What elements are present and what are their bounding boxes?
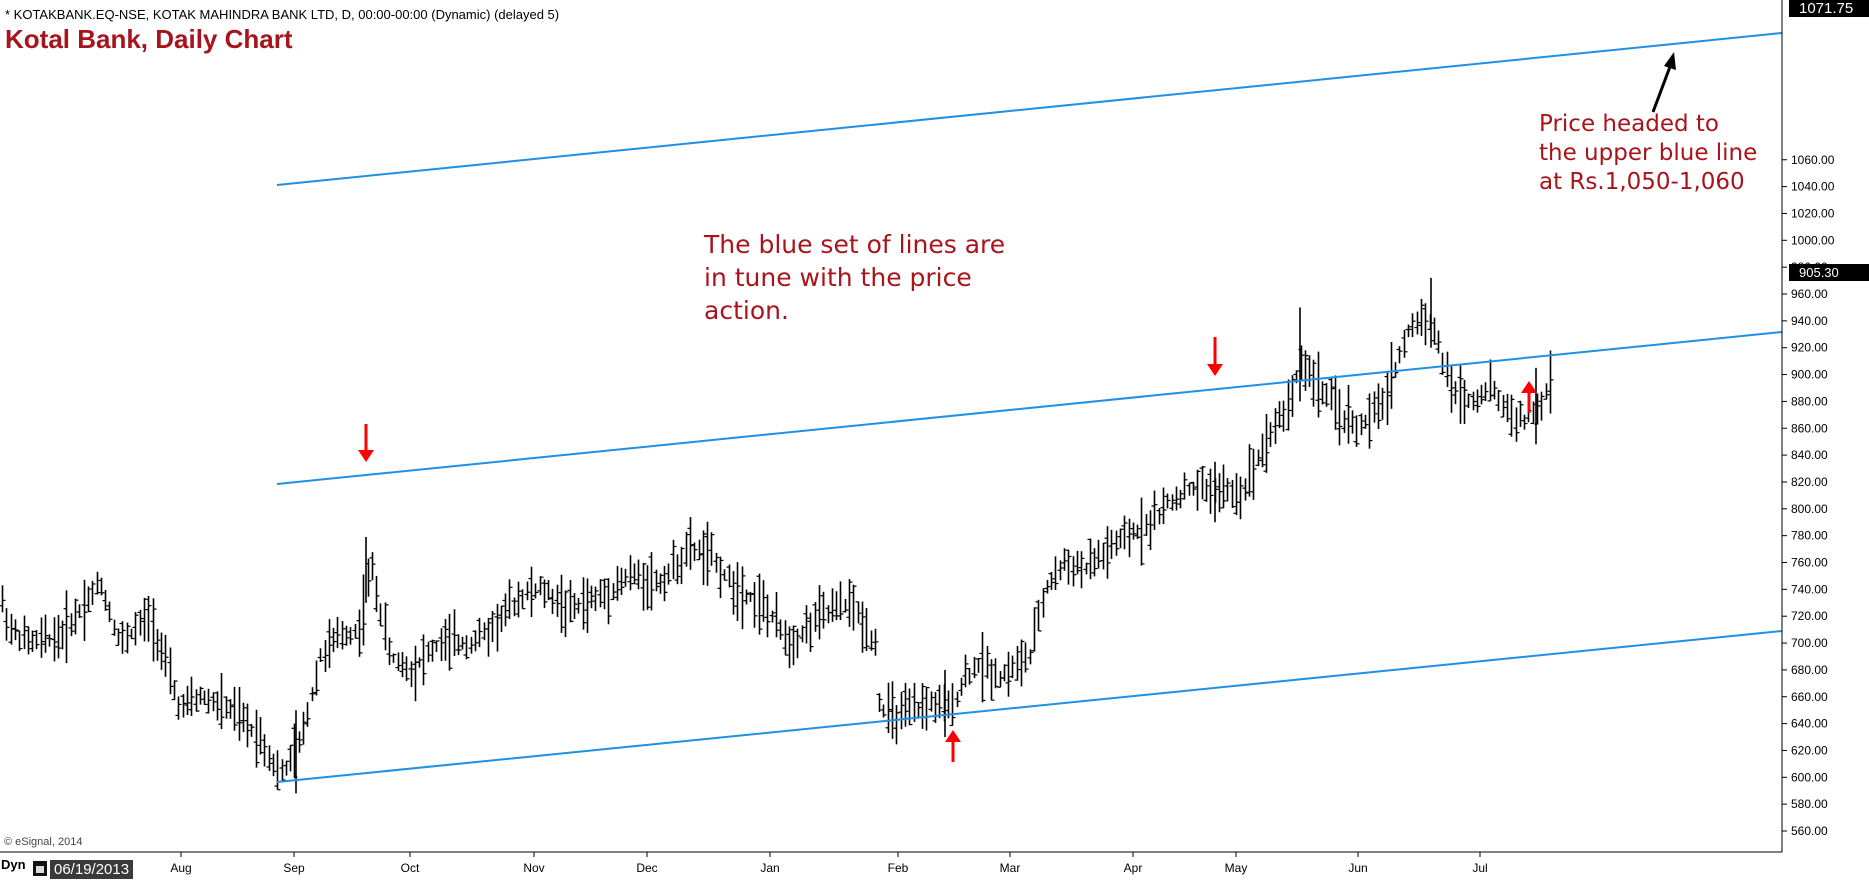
dynamic-mode-label[interactable]: Dyn [1, 857, 26, 872]
last-price-tag: 905.30 [1789, 264, 1869, 281]
price-bars [0, 277, 1554, 794]
y-tick-label: 760.00 [1791, 556, 1828, 570]
y-tick-label: 900.00 [1791, 368, 1828, 382]
black-up-arrow-shaft [1651, 63, 1673, 113]
y-tick-label: 700.00 [1791, 636, 1828, 650]
x-tick-label: Sep [283, 861, 305, 875]
x-tick-label: Feb [888, 861, 909, 875]
y-tick-label: 860.00 [1791, 421, 1828, 435]
red-down-arrow [358, 450, 374, 462]
price-scale-high-tag: 1071.75 [1789, 0, 1869, 17]
y-tick-label: 780.00 [1791, 529, 1828, 543]
y-tick-label: 1040.00 [1791, 180, 1835, 194]
y-tick-label: 1020.00 [1791, 206, 1835, 220]
x-tick-label: Aug [170, 861, 191, 875]
y-tick-label: 960.00 [1791, 287, 1828, 301]
y-tick-label: 620.00 [1791, 743, 1828, 757]
x-tick-label: Mar [1000, 861, 1021, 875]
y-tick-label: 660.00 [1791, 690, 1828, 704]
red-up-arrow [1521, 381, 1537, 393]
annotation-channel-note: The blue set of lines are in tune with t… [704, 230, 1006, 325]
y-tick-label: 820.00 [1791, 475, 1828, 489]
y-tick-label: 640.00 [1791, 717, 1828, 731]
red-down-arrow [1207, 364, 1223, 376]
y-tick-label: 580.00 [1791, 797, 1828, 811]
y-tick-label: 560.00 [1791, 824, 1828, 838]
x-tick-label: Jun [1348, 861, 1367, 875]
channel-line-middle [276, 331, 1783, 485]
annotation-target-note: Price headed to the upper blue line at R… [1539, 111, 1758, 195]
cursor-date[interactable]: 06/19/2013 [50, 860, 134, 879]
y-tick-label: 600.00 [1791, 770, 1828, 784]
calendar-icon[interactable] [33, 861, 47, 876]
x-tick-label: May [1225, 861, 1248, 875]
y-tick-label: 840.00 [1791, 448, 1828, 462]
y-tick-label: 720.00 [1791, 609, 1828, 623]
chart-title: Kotal Bank, Daily Chart [5, 24, 293, 54]
arrow-markers [358, 52, 1676, 762]
y-tick-label: 800.00 [1791, 502, 1828, 516]
copyright-text: © eSignal, 2014 [4, 836, 83, 848]
black-up-arrow [1664, 52, 1676, 70]
y-tick-label: 680.00 [1791, 663, 1828, 677]
y-tick-label: 940.00 [1791, 314, 1828, 328]
x-tick-label: Dec [636, 861, 657, 875]
channel-lines [276, 32, 1783, 783]
x-tick-label: Jan [760, 861, 779, 875]
x-tick-label: Nov [523, 861, 544, 875]
channel-line-lower [276, 630, 1783, 783]
y-tick-label: 880.00 [1791, 394, 1828, 408]
y-tick-label: 1000.00 [1791, 233, 1835, 247]
y-tick-label: 1060.00 [1791, 153, 1835, 167]
axes: 560.00 580.00 600.00 620.00 640.00 660.00 680.… [0, 0, 1835, 875]
x-tick-label: Apr [1124, 861, 1143, 875]
x-tick-label: Jul [1472, 861, 1487, 875]
y-tick-label: 740.00 [1791, 582, 1828, 596]
y-tick-label: 920.00 [1791, 341, 1828, 355]
symbol-header: * KOTAKBANK.EQ-NSE, KOTAK MAHINDRA BANK … [5, 7, 560, 22]
red-up-arrow [945, 730, 961, 742]
channel-line-upper [276, 32, 1783, 186]
x-tick-label: Oct [401, 861, 420, 875]
